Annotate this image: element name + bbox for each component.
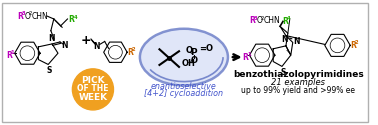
Text: N: N <box>94 42 100 51</box>
Text: 4: 4 <box>73 15 77 20</box>
Text: +: + <box>81 34 91 47</box>
Text: R: R <box>243 53 248 62</box>
Circle shape <box>73 69 113 110</box>
Text: P: P <box>191 48 197 57</box>
Text: S: S <box>46 66 52 75</box>
Text: OF THE: OF THE <box>77 84 109 93</box>
Text: 2: 2 <box>261 16 264 21</box>
Text: 1: 1 <box>247 52 251 57</box>
Text: 2: 2 <box>29 11 32 16</box>
Text: O: O <box>185 46 192 55</box>
Text: 3: 3 <box>22 11 26 16</box>
Text: [4+2] cycloaddition: [4+2] cycloaddition <box>144 89 223 98</box>
Text: 4: 4 <box>287 16 291 21</box>
Text: R: R <box>68 16 74 24</box>
Text: R: R <box>282 17 288 26</box>
Text: R: R <box>350 41 356 50</box>
Text: 2: 2 <box>132 47 136 52</box>
Text: 3: 3 <box>254 16 257 21</box>
Text: R: R <box>249 16 255 25</box>
Text: CHN: CHN <box>31 12 48 20</box>
Text: N: N <box>48 34 54 43</box>
Ellipse shape <box>140 29 228 86</box>
FancyBboxPatch shape <box>2 3 368 122</box>
Text: PICK: PICK <box>81 76 105 85</box>
Text: up to 99% yield and >99% ee: up to 99% yield and >99% ee <box>242 86 355 95</box>
Text: S: S <box>280 68 286 77</box>
Text: CHN: CHN <box>263 16 280 25</box>
Text: enantioselective: enantioselective <box>151 82 217 91</box>
Text: N: N <box>294 37 300 46</box>
Text: =O: =O <box>200 44 214 53</box>
Text: R: R <box>6 51 12 60</box>
Text: O: O <box>256 16 262 25</box>
Text: WEEK: WEEK <box>78 93 107 102</box>
Text: N: N <box>62 41 68 50</box>
Text: 1: 1 <box>10 50 14 55</box>
Text: O: O <box>190 56 197 64</box>
Text: R: R <box>18 12 23 20</box>
Text: R: R <box>127 48 133 57</box>
Text: OH: OH <box>182 60 196 68</box>
Text: O: O <box>25 12 30 20</box>
Text: N: N <box>282 35 288 44</box>
Text: 2: 2 <box>355 40 359 45</box>
Text: benzothiazolopyrimidines: benzothiazolopyrimidines <box>233 70 364 79</box>
Text: 21 examples: 21 examples <box>271 78 325 87</box>
